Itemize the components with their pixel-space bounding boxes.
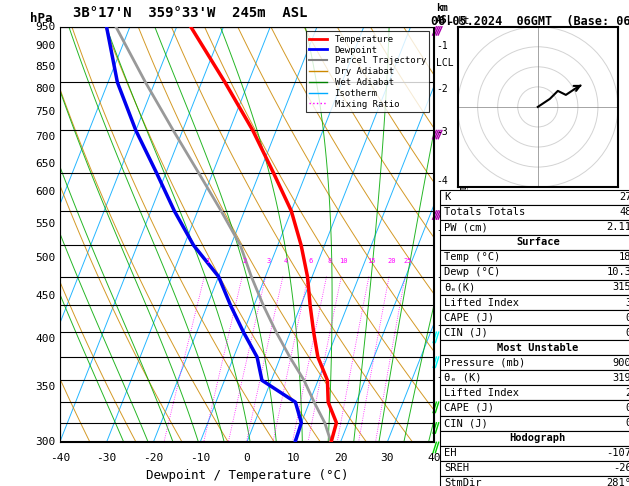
Text: 4: 4 <box>284 259 287 264</box>
Text: 600: 600 <box>35 188 55 197</box>
Text: 315: 315 <box>613 282 629 293</box>
Text: 20: 20 <box>334 452 347 463</box>
Text: 10: 10 <box>287 452 301 463</box>
Text: 18: 18 <box>619 252 629 262</box>
Text: 8: 8 <box>327 259 331 264</box>
Text: 281°: 281° <box>606 478 629 486</box>
Text: 500: 500 <box>35 253 55 263</box>
Text: CIN (J): CIN (J) <box>444 328 488 338</box>
Text: 0: 0 <box>243 452 250 463</box>
Text: -7: -7 <box>436 320 448 330</box>
Text: 30: 30 <box>381 452 394 463</box>
Text: Pressure (mb): Pressure (mb) <box>444 358 525 368</box>
Text: kt: kt <box>458 16 470 26</box>
Text: 400: 400 <box>35 333 55 344</box>
Text: 0: 0 <box>625 312 629 323</box>
Text: 48: 48 <box>619 207 629 217</box>
Text: 700: 700 <box>35 132 55 142</box>
Text: SREH: SREH <box>444 463 469 473</box>
Text: 319: 319 <box>613 373 629 383</box>
Text: PW (cm): PW (cm) <box>444 222 488 232</box>
Text: -1: -1 <box>436 41 448 51</box>
Text: Surface: Surface <box>516 237 560 247</box>
Text: θₑ(K): θₑ(K) <box>444 282 476 293</box>
Text: 900: 900 <box>35 41 55 51</box>
Text: 25: 25 <box>403 259 411 264</box>
Text: 0: 0 <box>625 418 629 428</box>
Text: Mixing Ratio (g/kg): Mixing Ratio (g/kg) <box>457 179 467 290</box>
Text: Temp (°C): Temp (°C) <box>444 252 500 262</box>
Text: CIN (J): CIN (J) <box>444 418 488 428</box>
Text: 3B°17'N  359°33'W  245m  ASL: 3B°17'N 359°33'W 245m ASL <box>74 6 308 20</box>
Text: -10: -10 <box>190 452 210 463</box>
Text: -3: -3 <box>436 127 448 137</box>
Text: 06.05.2024  06GMT  (Base: 06): 06.05.2024 06GMT (Base: 06) <box>431 15 629 28</box>
Text: 2: 2 <box>243 259 247 264</box>
Text: Lifted Index: Lifted Index <box>444 388 519 398</box>
Text: -40: -40 <box>50 452 70 463</box>
Text: 40: 40 <box>427 452 441 463</box>
Text: Hodograph: Hodograph <box>509 433 566 443</box>
Text: -4: -4 <box>436 175 448 186</box>
Text: 300: 300 <box>35 437 55 447</box>
Text: 350: 350 <box>35 382 55 392</box>
Legend: Temperature, Dewpoint, Parcel Trajectory, Dry Adiabat, Wet Adiabat, Isotherm, Mi: Temperature, Dewpoint, Parcel Trajectory… <box>306 31 430 112</box>
Text: 750: 750 <box>35 107 55 117</box>
Text: Totals Totals: Totals Totals <box>444 207 525 217</box>
Text: 2: 2 <box>625 388 629 398</box>
Text: -6: -6 <box>436 272 448 281</box>
Text: 950: 950 <box>35 22 55 32</box>
Text: Most Unstable: Most Unstable <box>497 343 579 353</box>
Text: -5: -5 <box>436 226 448 235</box>
Text: θₑ (K): θₑ (K) <box>444 373 482 383</box>
Text: 0: 0 <box>625 403 629 413</box>
Text: -107: -107 <box>606 448 629 458</box>
Text: LCL: LCL <box>436 58 454 68</box>
Text: 20: 20 <box>387 259 396 264</box>
Text: -20: -20 <box>143 452 164 463</box>
Text: hPa: hPa <box>30 12 52 25</box>
Text: CAPE (J): CAPE (J) <box>444 312 494 323</box>
Text: 6: 6 <box>309 259 313 264</box>
Text: km
ASL: km ASL <box>436 3 454 25</box>
Text: Dewp (°C): Dewp (°C) <box>444 267 500 278</box>
Text: 15: 15 <box>367 259 376 264</box>
Text: 3: 3 <box>266 259 270 264</box>
Text: Lifted Index: Lifted Index <box>444 297 519 308</box>
Text: K: K <box>444 192 450 202</box>
Text: 10: 10 <box>340 259 348 264</box>
Text: 3: 3 <box>625 297 629 308</box>
Text: 1: 1 <box>205 259 209 264</box>
Text: 850: 850 <box>35 62 55 72</box>
Text: StmDir: StmDir <box>444 478 482 486</box>
Text: -2: -2 <box>436 84 448 94</box>
Text: 550: 550 <box>35 219 55 229</box>
Text: -8: -8 <box>436 371 448 382</box>
Text: 650: 650 <box>35 158 55 169</box>
Text: 0: 0 <box>625 328 629 338</box>
Text: 27: 27 <box>619 192 629 202</box>
Text: 800: 800 <box>35 84 55 94</box>
Text: EH: EH <box>444 448 457 458</box>
Text: 900: 900 <box>613 358 629 368</box>
Text: 450: 450 <box>35 291 55 301</box>
Text: 2.11: 2.11 <box>606 222 629 232</box>
Text: Dewpoint / Temperature (°C): Dewpoint / Temperature (°C) <box>146 469 348 482</box>
Text: CAPE (J): CAPE (J) <box>444 403 494 413</box>
Text: -26: -26 <box>613 463 629 473</box>
Text: 10.3: 10.3 <box>606 267 629 278</box>
Text: -30: -30 <box>96 452 116 463</box>
